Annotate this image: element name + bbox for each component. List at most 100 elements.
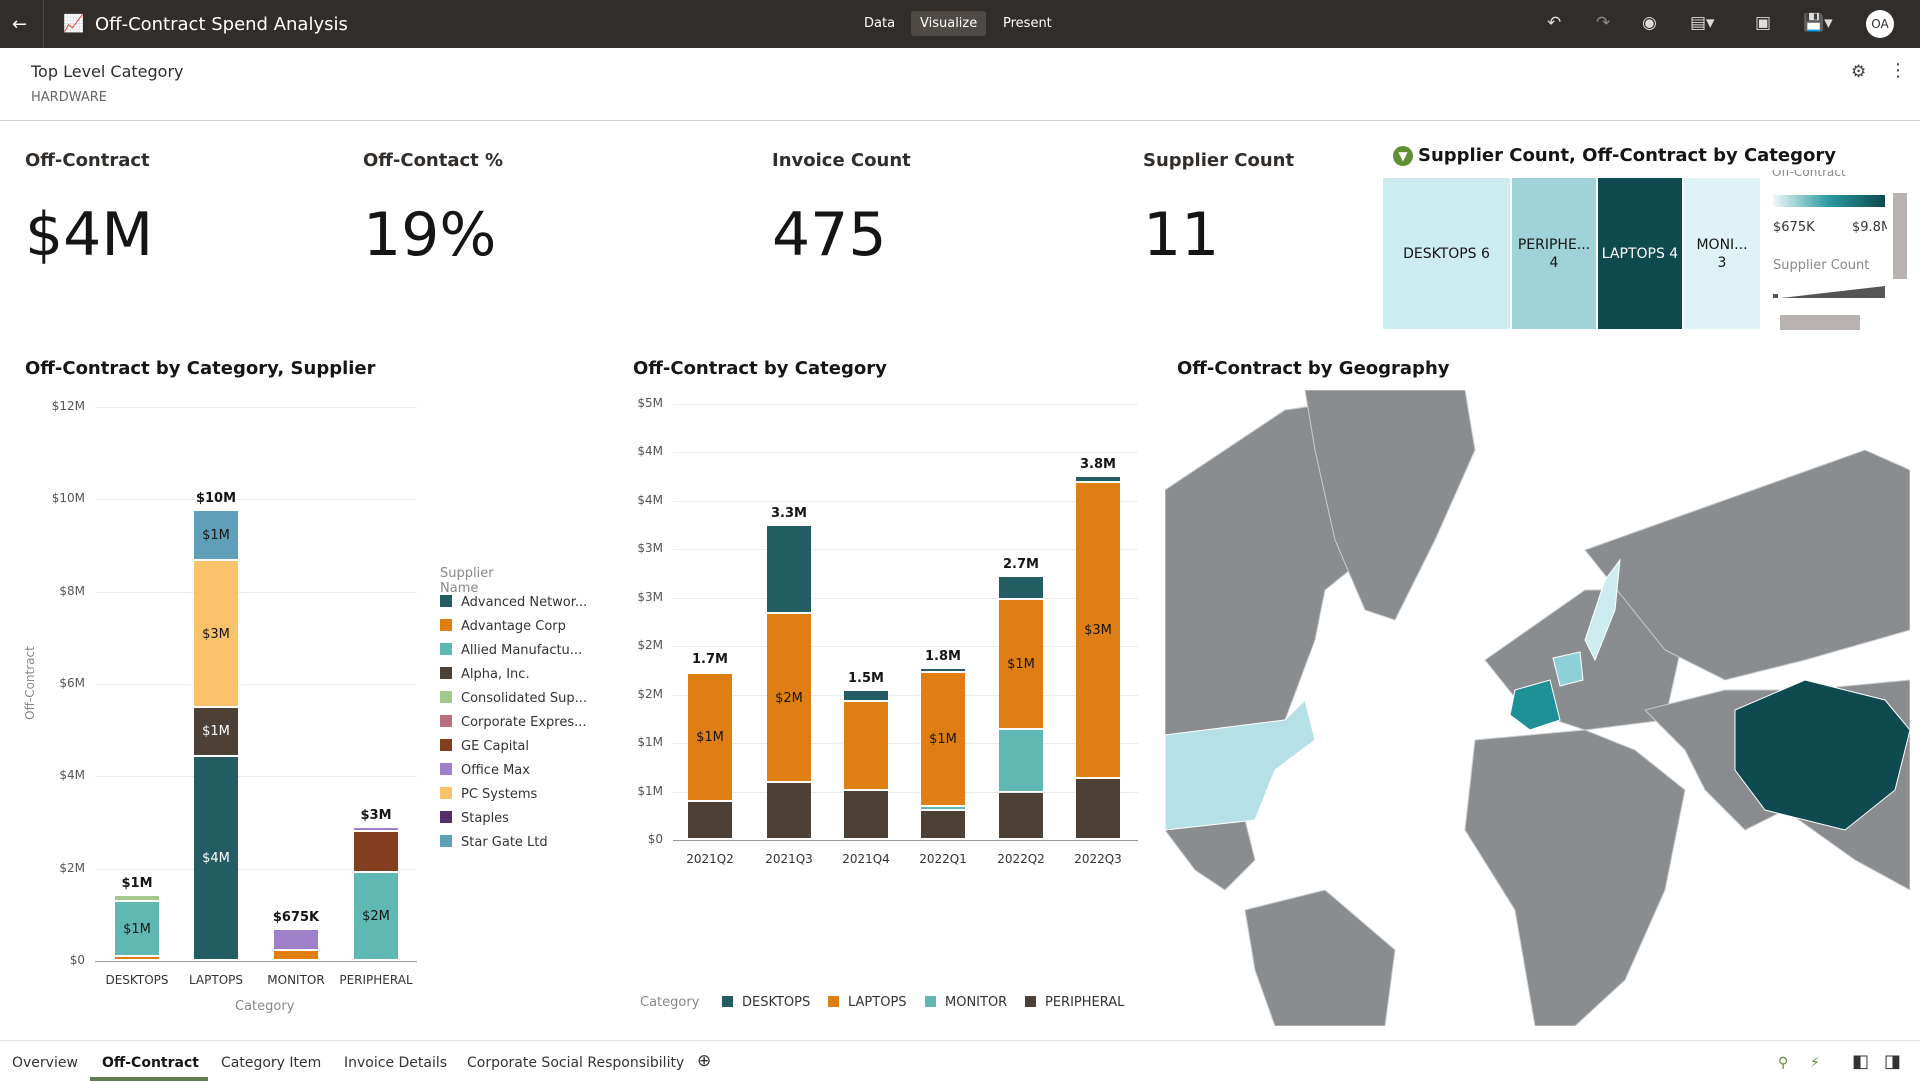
bar-segment[interactable]	[194, 561, 238, 707]
nav-data[interactable]: Data	[864, 16, 896, 31]
legend-item[interactable]: DESKTOPS	[722, 995, 810, 1010]
bar-segment[interactable]	[921, 810, 965, 839]
bar-data-label: $1M	[1007, 656, 1035, 672]
bar-segment[interactable]	[354, 828, 398, 832]
legend-item[interactable]: MONITOR	[925, 995, 1007, 1010]
legend-item[interactable]: Advanced Networ...	[440, 595, 587, 610]
geography-map	[1165, 390, 1910, 1026]
gridline	[673, 549, 1138, 551]
legend-item[interactable]: LAPTOPS	[828, 995, 907, 1010]
treemap-title: Supplier Count, Off-Contract by Category	[1418, 145, 1836, 166]
bar-segment[interactable]	[921, 668, 965, 673]
right-panel-icon[interactable]: ◨	[1884, 1051, 1902, 1072]
bar-segment[interactable]	[844, 790, 888, 839]
left-panel-icon[interactable]: ◧	[1852, 1051, 1870, 1072]
bar-total-label: 1.5M	[848, 670, 884, 686]
filter-settings-icon[interactable]: ⚙	[1851, 62, 1867, 82]
x-tick-label: DESKTOPS	[105, 973, 169, 987]
legend-item[interactable]: PC Systems	[440, 787, 537, 802]
legend-label: Allied Manufactu...	[461, 643, 583, 658]
bar-segment[interactable]	[274, 950, 318, 960]
export-icon[interactable]: ▣	[1755, 13, 1772, 33]
legend-swatch	[440, 787, 452, 799]
legend-hscrollbar[interactable]	[1780, 315, 1860, 330]
tab-overview[interactable]: Overview	[12, 1055, 78, 1071]
save-menu-icon[interactable]: 💾▾	[1803, 13, 1833, 33]
bar-segment[interactable]	[1076, 483, 1120, 778]
legend-label: Advantage Corp	[461, 619, 566, 634]
legend-item[interactable]: Advantage Corp	[440, 619, 566, 634]
filter-value[interactable]: HARDWARE	[31, 90, 107, 105]
bar-segment[interactable]	[844, 702, 888, 790]
bar-segment[interactable]	[999, 729, 1043, 793]
bar-segment[interactable]	[999, 599, 1043, 729]
bar-segment[interactable]	[194, 708, 238, 756]
legend-item[interactable]: Allied Manufactu...	[440, 643, 582, 658]
bar-segment[interactable]	[767, 782, 811, 839]
nav-visualize[interactable]: Visualize	[911, 11, 987, 36]
legend-item[interactable]: Office Max	[440, 763, 530, 778]
legend-item[interactable]: Alpha, Inc.	[440, 667, 530, 682]
bar-segment[interactable]	[1076, 778, 1120, 839]
add-canvas-icon[interactable]: ⊕	[697, 1051, 712, 1071]
legend-scrollbar[interactable]	[1893, 193, 1907, 279]
bar-data-label: $4M	[202, 850, 230, 866]
legend-item[interactable]: Corporate Expres...	[440, 715, 587, 730]
filter-icon[interactable]: ▼	[1393, 146, 1413, 166]
legend-item[interactable]: GE Capital	[440, 739, 529, 754]
bar-segment[interactable]	[354, 872, 398, 960]
tab-invoice-details[interactable]: Invoice Details	[344, 1055, 448, 1071]
gridline	[95, 684, 417, 685]
bar-segment[interactable]	[194, 756, 238, 960]
x-tick-label: 2022Q3	[1074, 852, 1122, 866]
bar-segment[interactable]	[688, 802, 732, 839]
nav-present[interactable]: Present	[1003, 16, 1052, 31]
bar-segment[interactable]	[999, 793, 1043, 839]
bar-segment[interactable]	[115, 957, 159, 960]
treemap-tile-peripheral[interactable]: PERIPHE... 4	[1512, 178, 1598, 329]
y-tick-label: $0	[647, 832, 663, 846]
bar-segment[interactable]	[844, 690, 888, 702]
insights-icon[interactable]: ⚲	[1778, 1055, 1789, 1071]
bar-segment[interactable]	[767, 614, 811, 782]
y-tick-label: $1M	[637, 783, 663, 798]
active-tab-indicator	[90, 1077, 208, 1081]
treemap-tile-desktops[interactable]: DESKTOPS 6	[1383, 178, 1512, 329]
bar-segment[interactable]	[194, 511, 238, 561]
y-axis-title: Off-Contract	[23, 646, 37, 720]
bar-segment[interactable]	[921, 807, 965, 810]
legend-item[interactable]: Consolidated Sup...	[440, 691, 587, 706]
bar-data-label: $1M	[929, 732, 957, 748]
data-icon[interactable]: ◉	[1642, 13, 1657, 33]
undo-icon[interactable]: ↶	[1547, 13, 1562, 33]
legend-item[interactable]: Star Gate Ltd	[440, 835, 548, 850]
x-tick-label: MONITOR	[267, 973, 325, 987]
comment-menu-icon[interactable]: ▤▾	[1690, 13, 1715, 33]
tab-off-contract[interactable]: Off-Contract	[102, 1055, 199, 1071]
bar-segment[interactable]	[921, 673, 965, 807]
bar-segment[interactable]	[1076, 476, 1120, 483]
treemap-tile-monitor[interactable]: MONI... 3	[1684, 178, 1760, 329]
bar-segment[interactable]	[115, 901, 159, 957]
bar-segment[interactable]	[354, 832, 398, 872]
map-region-greenland	[1304, 390, 1476, 621]
legend-item[interactable]: Staples	[440, 811, 509, 826]
bar-segment[interactable]	[115, 896, 159, 901]
bar-segment[interactable]	[999, 577, 1043, 599]
x-tick-label: 2022Q2	[997, 852, 1045, 866]
avatar[interactable]: OA	[1866, 10, 1894, 38]
bar-segment[interactable]	[688, 672, 732, 674]
treemap-tile-laptops[interactable]: LAPTOPS 4	[1598, 178, 1684, 329]
back-icon[interactable]: ←	[12, 14, 28, 35]
more-options-icon[interactable]: ⋮	[1889, 60, 1907, 81]
legend-item[interactable]: PERIPHERAL	[1025, 995, 1124, 1010]
bar-segment[interactable]	[274, 930, 318, 950]
auto-insights-icon[interactable]: ⚡	[1810, 1055, 1820, 1071]
redo-icon[interactable]: ↷	[1596, 13, 1611, 33]
tab-corporate-social-responsibility[interactable]: Corporate Social Responsibility	[467, 1055, 685, 1071]
filter-label[interactable]: Top Level Category	[31, 62, 184, 81]
bar-segment[interactable]	[688, 674, 732, 802]
bar-segment[interactable]	[767, 526, 811, 614]
tab-category-item[interactable]: Category Item	[221, 1055, 322, 1071]
legend-swatch	[440, 595, 452, 607]
